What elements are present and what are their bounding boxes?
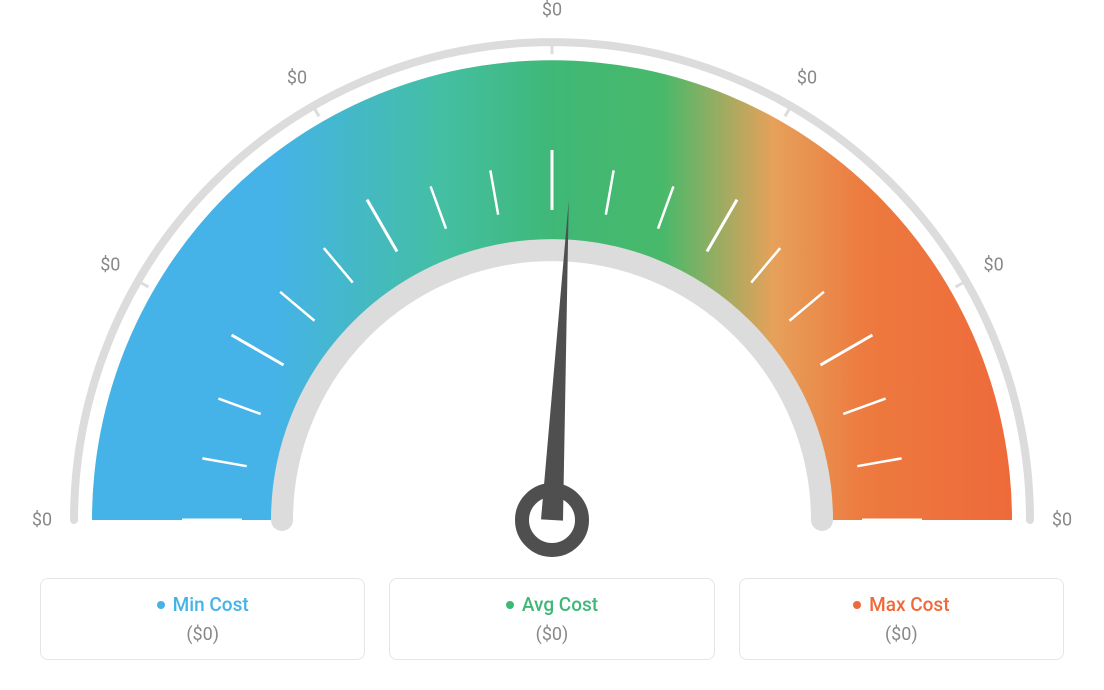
gauge-tick-label: $0 (100, 255, 120, 276)
legend-card-min: Min Cost ($0) (40, 578, 365, 660)
legend-title-avg: Avg Cost (506, 593, 598, 616)
legend-row: Min Cost ($0) Avg Cost ($0) Max Cost ($0… (0, 558, 1104, 690)
legend-card-max: Max Cost ($0) (739, 578, 1064, 660)
gauge-tick-label: $0 (797, 68, 817, 89)
gauge-tick-label: $0 (287, 68, 307, 89)
gauge-area: $0 $0 $0 $0 $0 $0 $0 (0, 0, 1104, 560)
legend-label-max: Max Cost (869, 593, 949, 616)
legend-dot-min (157, 601, 165, 609)
gauge-svg (0, 0, 1104, 560)
legend-label-min: Min Cost (173, 593, 249, 616)
legend-label-avg: Avg Cost (522, 593, 598, 616)
gauge-tick-label: $0 (1052, 510, 1072, 531)
gauge-tick-label: $0 (32, 510, 52, 531)
legend-value-avg: ($0) (400, 624, 703, 645)
legend-value-max: ($0) (750, 624, 1053, 645)
legend-card-avg: Avg Cost ($0) (389, 578, 714, 660)
legend-dot-max (853, 601, 861, 609)
gauge-tick-label: $0 (542, 0, 562, 21)
legend-title-min: Min Cost (157, 593, 249, 616)
gauge-tick-label: $0 (984, 255, 1004, 276)
legend-dot-avg (506, 601, 514, 609)
gauge-chart-container: $0 $0 $0 $0 $0 $0 $0 Min Cost ($0) Avg Cost ($… (0, 0, 1104, 690)
legend-title-max: Max Cost (853, 593, 949, 616)
legend-value-min: ($0) (51, 624, 354, 645)
